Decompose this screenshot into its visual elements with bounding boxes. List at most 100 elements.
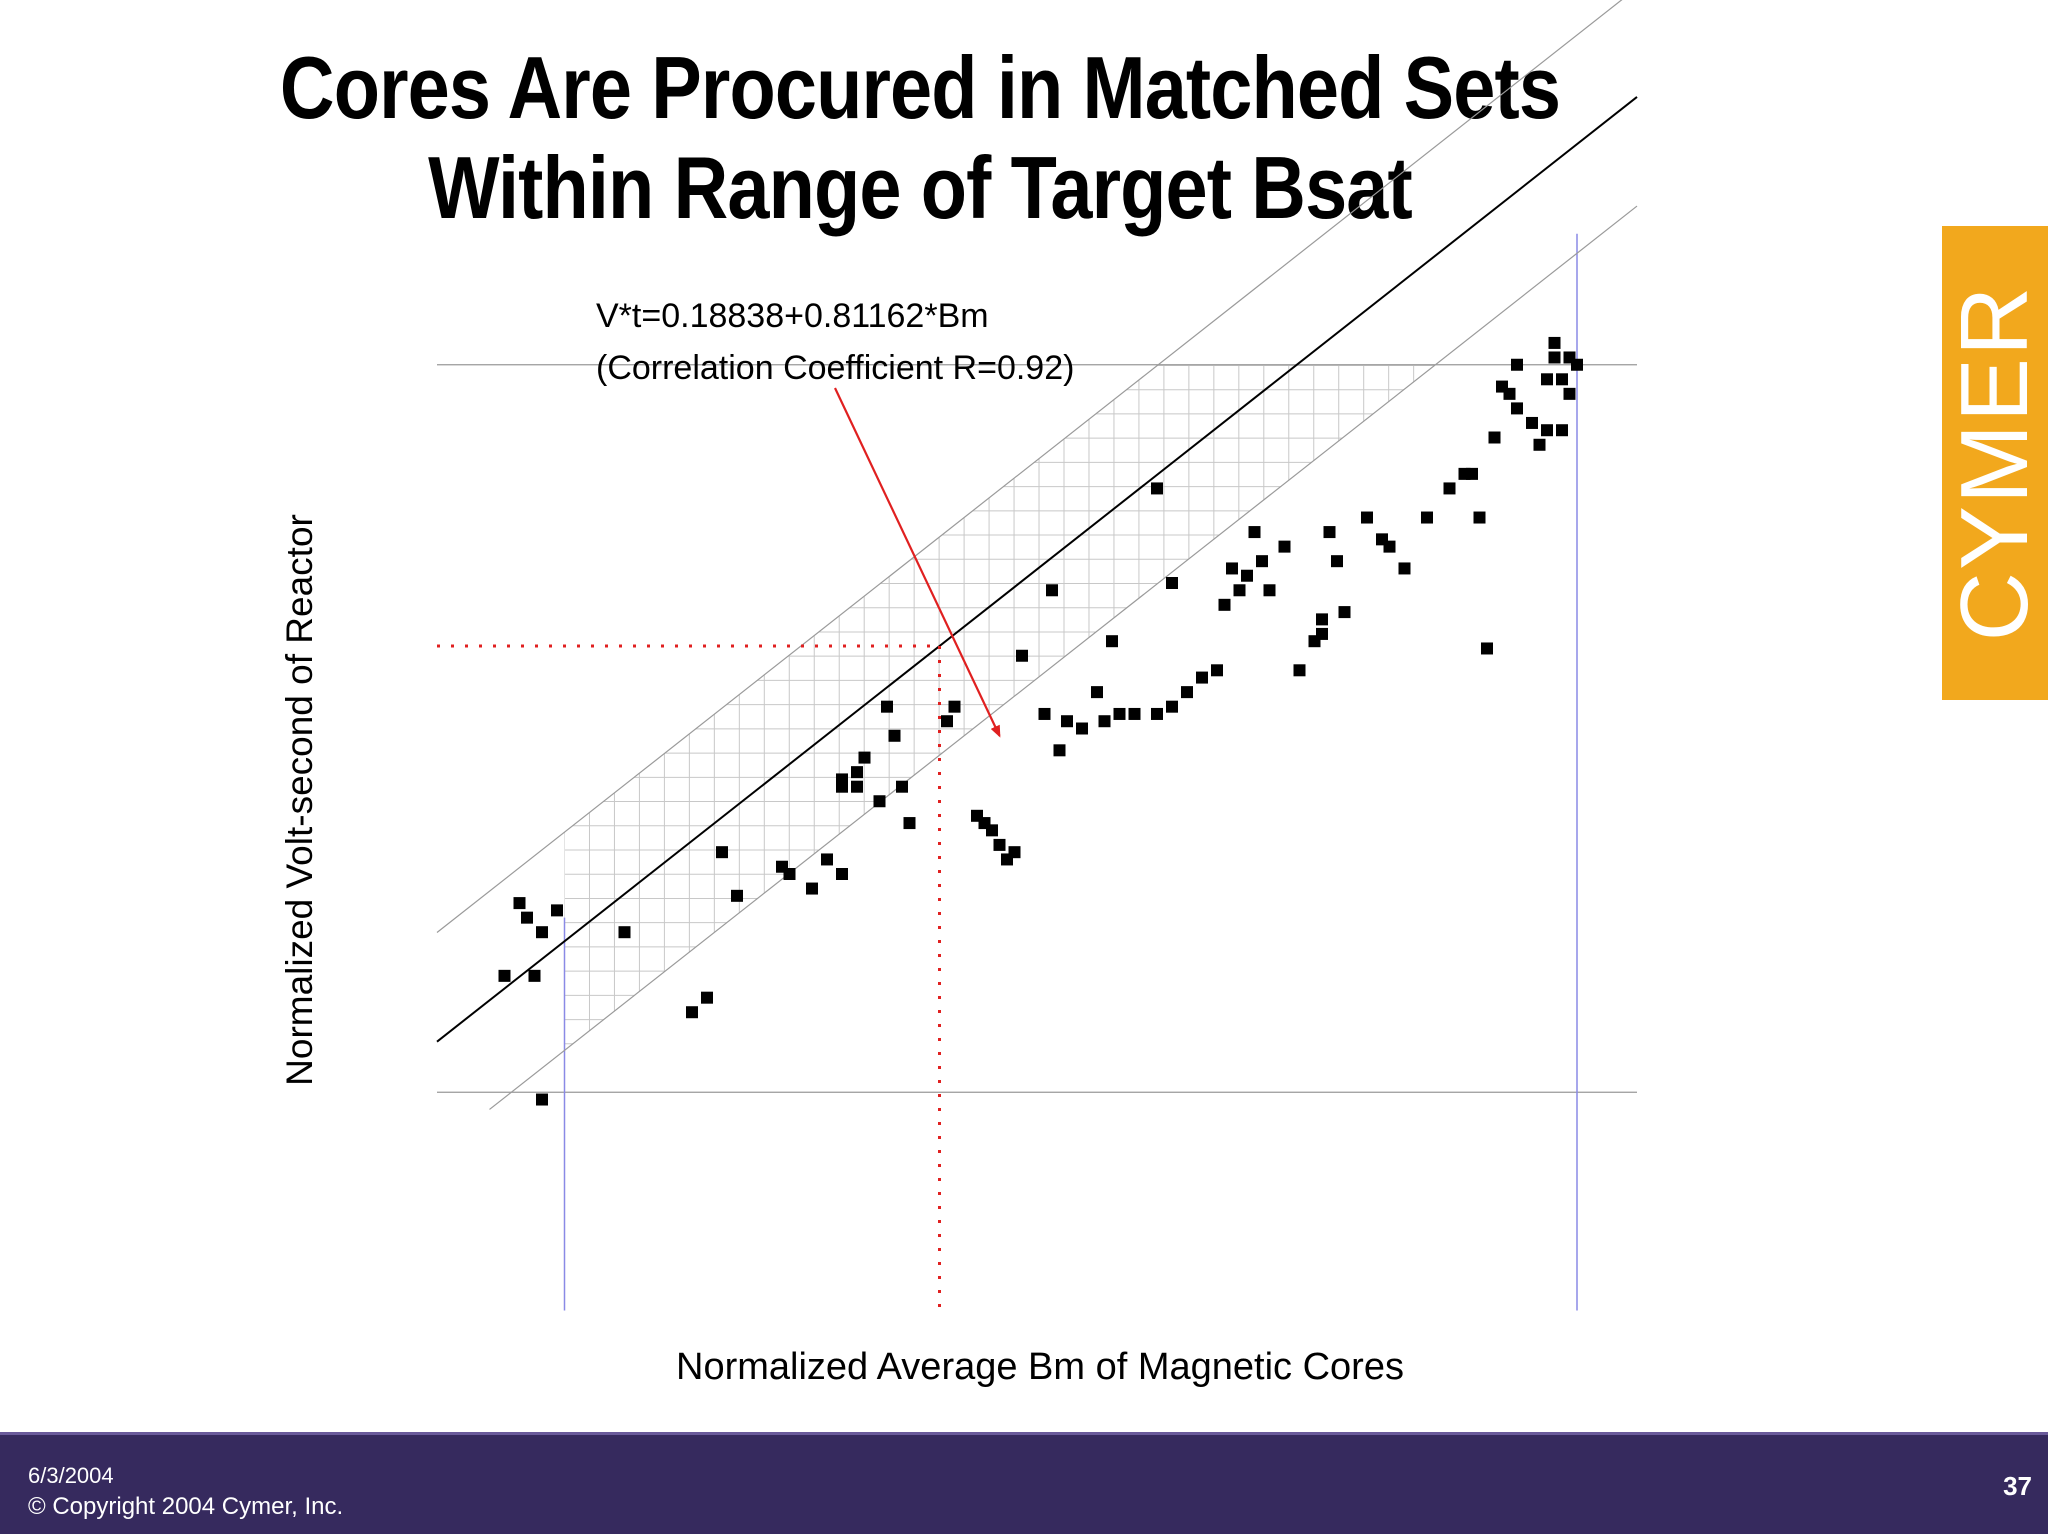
data-point — [1331, 555, 1343, 568]
data-point — [1016, 649, 1028, 662]
data-point — [1226, 562, 1238, 575]
data-point — [536, 1093, 548, 1106]
data-point — [783, 868, 796, 880]
data-point — [1211, 664, 1223, 677]
data-point — [1398, 562, 1411, 575]
data-point — [1196, 671, 1208, 684]
data-point — [1106, 635, 1118, 648]
data-point — [1503, 387, 1516, 400]
data-point — [851, 766, 863, 779]
data-point — [1166, 577, 1178, 589]
data-point — [1278, 540, 1291, 553]
data-point — [498, 969, 511, 982]
data-point — [1533, 438, 1546, 451]
data-point — [1128, 707, 1141, 720]
data-point — [513, 897, 526, 910]
data-point — [1548, 351, 1561, 364]
data-point — [888, 729, 901, 742]
data-point — [1151, 482, 1163, 495]
data-point — [1233, 584, 1246, 597]
data-point — [851, 780, 863, 793]
data-point — [1166, 700, 1178, 713]
y-axis-label: Normalized Volt-second of Reactor — [279, 514, 320, 1086]
data-point — [686, 1006, 698, 1019]
data-point — [1466, 467, 1478, 480]
data-point — [873, 795, 886, 808]
lower-band-line — [489, 205, 1638, 1110]
data-point — [1076, 722, 1088, 735]
data-point — [986, 824, 998, 837]
data-point — [993, 838, 1006, 851]
data-point — [1181, 686, 1193, 699]
data-point — [1256, 555, 1268, 568]
regression-equation: V*t=0.18838+0.81162*Bm — [596, 297, 989, 335]
data-point — [941, 715, 953, 728]
data-point — [896, 780, 908, 793]
grid-mesh — [564, 364, 1577, 1093]
data-point — [1556, 424, 1568, 437]
data-point — [1511, 402, 1523, 415]
footer-date: 6/3/2004 — [28, 1463, 114, 1488]
data-point — [1481, 642, 1493, 655]
slide-title-line1: Cores Are Procured in Matched Sets — [279, 38, 1561, 137]
data-point — [1316, 613, 1328, 626]
x-axis-label: Normalized Average Bm of Magnetic Cores — [676, 1346, 1404, 1388]
data-point — [1556, 373, 1568, 386]
data-point — [1571, 358, 1583, 371]
data-point — [1511, 358, 1523, 371]
data-point — [1098, 715, 1111, 728]
data-point — [536, 926, 548, 939]
data-point — [716, 846, 728, 859]
slide-title-line2: Within Range of Target Bsat — [428, 138, 1413, 237]
data-point — [1061, 715, 1073, 728]
data-point — [1053, 744, 1066, 757]
data-point — [1421, 511, 1433, 524]
data-point — [551, 904, 563, 917]
page-number: 37 — [2003, 1471, 2032, 1501]
data-point — [618, 926, 631, 939]
footer-copyright: © Copyright 2004 Cymer, Inc. — [28, 1493, 344, 1520]
data-point — [1008, 846, 1021, 859]
data-point — [1218, 598, 1231, 611]
slide-title: Cores Are Procured in Matched Sets Withi… — [258, 38, 1582, 238]
data-point — [1316, 627, 1328, 640]
data-point — [1541, 373, 1553, 386]
data-point — [1361, 511, 1373, 524]
slide-footer: 6/3/2004 © Copyright 2004 Cymer, Inc. 37 — [0, 1432, 2048, 1534]
data-point — [948, 700, 961, 713]
data-point — [806, 882, 818, 895]
data-point — [1046, 584, 1058, 597]
data-point — [1113, 707, 1126, 720]
data-point — [1091, 686, 1103, 699]
regression-annotation: V*t=0.18838+0.81162*Bm (Correlation Coef… — [596, 290, 1074, 394]
scatter-chart — [436, 0, 1638, 1311]
data-point — [731, 889, 743, 902]
data-point — [1241, 569, 1253, 582]
data-point — [858, 751, 871, 764]
data-point — [701, 991, 713, 1004]
data-point — [1038, 707, 1051, 720]
data-point — [528, 969, 541, 982]
data-point — [1338, 606, 1351, 619]
data-point — [1526, 416, 1538, 429]
correlation-coefficient: (Correlation Coefficient R=0.92) — [596, 349, 1075, 387]
cymer-logo: CYMER — [1941, 226, 2048, 700]
data-point — [881, 700, 893, 713]
data-point — [1443, 482, 1456, 495]
data-point — [903, 817, 916, 830]
data-point — [1473, 511, 1486, 524]
data-point — [1323, 526, 1336, 539]
annotation-arrow — [834, 387, 1001, 738]
data-point — [521, 911, 533, 924]
data-point — [836, 868, 848, 880]
data-point — [1383, 540, 1396, 553]
data-point — [1263, 584, 1276, 597]
data-point — [1563, 387, 1576, 400]
data-point — [1293, 664, 1306, 677]
regression-line — [436, 96, 1638, 1043]
upper-band-line — [436, 0, 1623, 934]
data-point — [1151, 707, 1163, 720]
data-point — [1541, 424, 1553, 437]
data-point — [1248, 526, 1261, 539]
data-point — [821, 853, 833, 866]
